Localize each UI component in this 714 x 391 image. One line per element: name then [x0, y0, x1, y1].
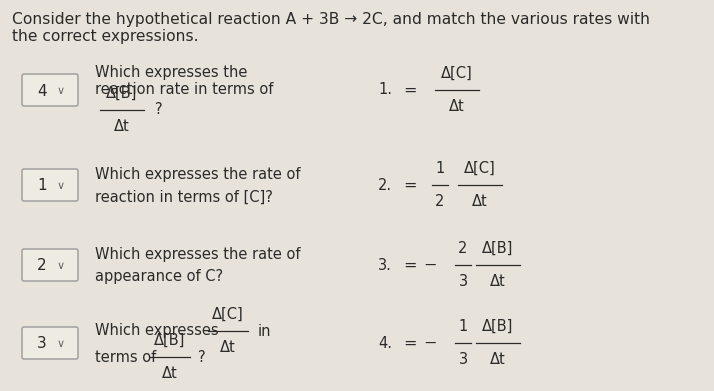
Text: Δt: Δt [220, 340, 236, 355]
Text: ∨: ∨ [57, 86, 65, 96]
Text: Δ[C]: Δ[C] [441, 66, 473, 81]
Text: terms of: terms of [95, 350, 156, 364]
Text: 1: 1 [458, 319, 468, 334]
Text: Δt: Δt [114, 119, 130, 134]
Text: Δt: Δt [449, 99, 465, 114]
Text: =: = [403, 83, 416, 97]
Text: Δ[B]: Δ[B] [483, 241, 513, 256]
Text: Consider the hypothetical reaction A + 3B → 2C, and match the various rates with: Consider the hypothetical reaction A + 3… [12, 12, 650, 45]
Text: Which expresses the: Which expresses the [95, 65, 247, 79]
Text: appearance of C?: appearance of C? [95, 269, 223, 285]
Text: 3: 3 [37, 337, 47, 352]
Text: 1: 1 [37, 179, 47, 194]
Text: =: = [403, 178, 416, 192]
Text: 3: 3 [458, 274, 468, 289]
Text: 2: 2 [458, 241, 468, 256]
Text: Δ[C]: Δ[C] [212, 307, 244, 322]
Text: =: = [403, 335, 416, 350]
Text: 4: 4 [37, 84, 47, 99]
Text: Which expresses: Which expresses [95, 323, 218, 339]
Text: Δ[B]: Δ[B] [154, 333, 186, 348]
FancyBboxPatch shape [22, 74, 78, 106]
Text: 3.: 3. [378, 258, 392, 273]
Text: Δt: Δt [490, 274, 506, 289]
Text: 1: 1 [436, 161, 445, 176]
Text: reaction in terms of [C]?: reaction in terms of [C]? [95, 190, 273, 204]
Text: Δ[B]: Δ[B] [483, 319, 513, 334]
Text: 3: 3 [458, 352, 468, 367]
Text: ∨: ∨ [57, 339, 65, 349]
Text: Δt: Δt [162, 366, 178, 381]
Text: ?: ? [198, 350, 206, 364]
Text: Which expresses the rate of: Which expresses the rate of [95, 248, 301, 262]
FancyBboxPatch shape [22, 249, 78, 281]
Text: in: in [258, 323, 271, 339]
Text: ∨: ∨ [57, 181, 65, 191]
Text: ∨: ∨ [57, 261, 65, 271]
Text: 4.: 4. [378, 335, 392, 350]
FancyBboxPatch shape [22, 169, 78, 201]
Text: −: − [423, 258, 436, 273]
FancyBboxPatch shape [22, 327, 78, 359]
Text: 2.: 2. [378, 178, 392, 192]
Text: 2: 2 [37, 258, 47, 273]
Text: 1.: 1. [378, 83, 392, 97]
Text: Δ[B]: Δ[B] [106, 86, 138, 101]
Text: Δ[C]: Δ[C] [464, 161, 496, 176]
Text: reaction rate in terms of: reaction rate in terms of [95, 83, 273, 97]
Text: =: = [403, 258, 416, 273]
Text: −: − [423, 335, 436, 350]
Text: Which expresses the rate of: Which expresses the rate of [95, 167, 301, 183]
Text: Δt: Δt [490, 352, 506, 367]
Text: 2: 2 [436, 194, 445, 209]
Text: ?: ? [155, 102, 163, 118]
Text: Δt: Δt [472, 194, 488, 209]
